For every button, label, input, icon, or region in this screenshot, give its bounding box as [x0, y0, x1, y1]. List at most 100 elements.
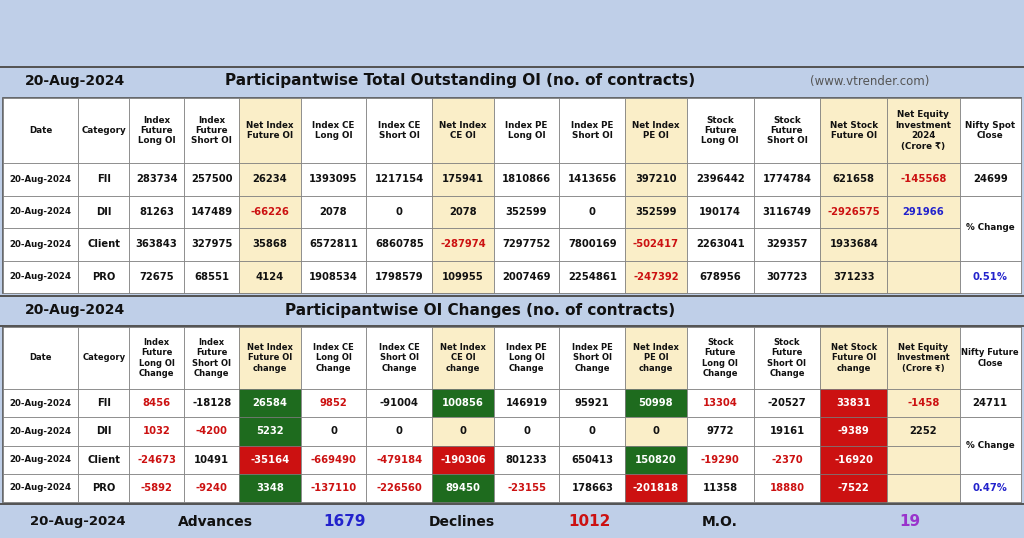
Bar: [432, 327, 494, 389]
Bar: [0, 67, 1024, 95]
Text: DII: DII: [96, 207, 112, 217]
Bar: [959, 260, 1021, 293]
Text: 352599: 352599: [506, 207, 547, 217]
Text: FII: FII: [97, 398, 111, 408]
Text: 257500: 257500: [190, 174, 232, 184]
Bar: [79, 195, 129, 228]
Bar: [129, 260, 184, 293]
Text: 20-Aug-2024: 20-Aug-2024: [10, 207, 72, 216]
Bar: [754, 417, 820, 445]
Bar: [301, 389, 367, 417]
Bar: [3, 260, 79, 293]
Bar: [0, 503, 1024, 505]
Text: 7297752: 7297752: [503, 239, 551, 249]
Text: 2078: 2078: [319, 207, 347, 217]
Bar: [0, 505, 1024, 538]
Text: Net Index
PE OI
change: Net Index PE OI change: [633, 343, 679, 373]
Bar: [687, 389, 754, 417]
Text: 20-Aug-2024: 20-Aug-2024: [30, 515, 126, 528]
Text: 147489: 147489: [190, 207, 232, 217]
Text: 0: 0: [396, 207, 402, 217]
Text: % Change: % Change: [966, 441, 1015, 450]
Bar: [626, 445, 687, 474]
Bar: [184, 327, 240, 389]
Text: Nifty Spot
Close: Nifty Spot Close: [966, 121, 1016, 140]
Bar: [367, 163, 432, 195]
Bar: [494, 417, 559, 445]
Bar: [240, 163, 301, 195]
Text: 190174: 190174: [699, 207, 741, 217]
Text: 0: 0: [460, 427, 466, 436]
Bar: [129, 445, 184, 474]
Bar: [887, 163, 959, 195]
Text: -91004: -91004: [380, 398, 419, 408]
Text: 1217154: 1217154: [375, 174, 424, 184]
Text: Category: Category: [82, 126, 126, 135]
Bar: [367, 260, 432, 293]
Text: 1413656: 1413656: [567, 174, 617, 184]
Bar: [626, 228, 687, 260]
Bar: [687, 228, 754, 260]
Bar: [687, 445, 754, 474]
Bar: [820, 445, 887, 474]
Text: -7522: -7522: [838, 483, 869, 493]
Text: 3348: 3348: [256, 483, 284, 493]
Bar: [959, 417, 1021, 445]
Text: 2078: 2078: [450, 207, 477, 217]
Text: Participantwise OI Changes (no. of contracts): Participantwise OI Changes (no. of contr…: [285, 302, 675, 317]
Text: 6572811: 6572811: [309, 239, 358, 249]
Bar: [3, 98, 1021, 293]
Bar: [494, 445, 559, 474]
Text: Category: Category: [82, 353, 125, 363]
Bar: [559, 445, 626, 474]
Text: -247392: -247392: [633, 272, 679, 282]
Bar: [959, 417, 1021, 474]
Bar: [626, 98, 687, 163]
Bar: [559, 228, 626, 260]
Text: 0: 0: [523, 427, 530, 436]
Bar: [754, 98, 820, 163]
Text: Index PE
Long OI
Change: Index PE Long OI Change: [506, 343, 547, 373]
Bar: [494, 228, 559, 260]
Text: 146919: 146919: [506, 398, 548, 408]
Bar: [367, 445, 432, 474]
Bar: [432, 228, 494, 260]
Text: -145568: -145568: [900, 174, 946, 184]
Text: 2007469: 2007469: [503, 272, 551, 282]
Bar: [754, 327, 820, 389]
Bar: [184, 389, 240, 417]
Bar: [129, 474, 184, 502]
Bar: [820, 228, 887, 260]
Bar: [754, 195, 820, 228]
Bar: [626, 417, 687, 445]
Text: Index PE
Short OI
Change: Index PE Short OI Change: [572, 343, 612, 373]
Bar: [184, 260, 240, 293]
Text: 1679: 1679: [324, 514, 367, 529]
Text: Index
Future
Long OI: Index Future Long OI: [138, 116, 175, 145]
Bar: [3, 417, 79, 445]
Text: 0.51%: 0.51%: [973, 272, 1008, 282]
Text: 1810866: 1810866: [502, 174, 551, 184]
Text: 11358: 11358: [702, 483, 737, 493]
Bar: [494, 260, 559, 293]
Text: 20-Aug-2024: 20-Aug-2024: [25, 74, 125, 88]
Bar: [367, 98, 432, 163]
Bar: [3, 327, 79, 389]
Bar: [432, 474, 494, 502]
Text: 89450: 89450: [445, 483, 480, 493]
Text: 19161: 19161: [769, 427, 805, 436]
Text: FII: FII: [97, 174, 111, 184]
Text: Net Index
Future OI: Net Index Future OI: [246, 121, 294, 140]
Text: -4200: -4200: [196, 427, 227, 436]
Bar: [79, 474, 129, 502]
Bar: [432, 389, 494, 417]
Text: Net Index
CE OI: Net Index CE OI: [439, 121, 486, 140]
Text: 2254861: 2254861: [568, 272, 616, 282]
Bar: [301, 98, 367, 163]
Bar: [79, 417, 129, 445]
Text: 0: 0: [652, 427, 659, 436]
Bar: [240, 98, 301, 163]
Bar: [432, 195, 494, 228]
Bar: [301, 474, 367, 502]
Text: -5892: -5892: [140, 483, 173, 493]
